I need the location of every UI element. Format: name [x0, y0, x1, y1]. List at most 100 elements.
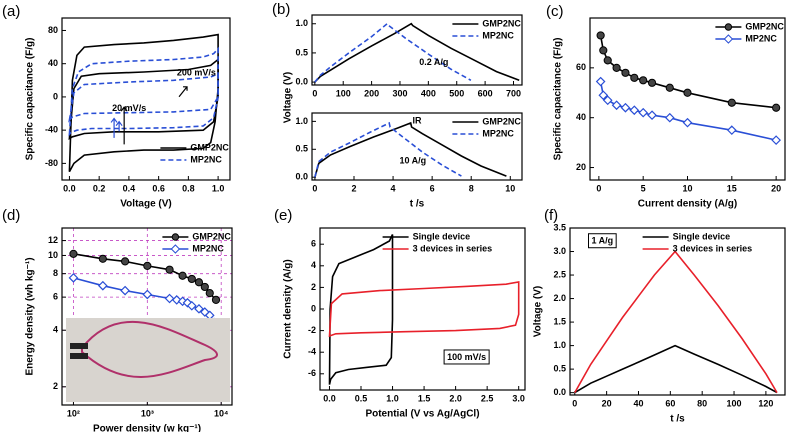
y-tick-label: 0.0	[553, 387, 566, 397]
point	[595, 76, 606, 87]
y-tick-label: 0	[53, 91, 58, 101]
y-axis-label: Specific capacitance (F/g)	[25, 38, 36, 161]
x-tick-label: 1.0	[386, 393, 399, 403]
x-tick-label: 10⁴	[214, 408, 228, 418]
panel-label: (e)	[274, 207, 292, 224]
legend-label: GMP2NC	[745, 21, 784, 31]
panel-label: (c)	[546, 3, 564, 20]
x-tick-label: 0	[312, 183, 317, 193]
point	[639, 76, 648, 85]
point	[683, 88, 692, 97]
x-tick-label: 0.5	[355, 393, 368, 403]
photo-inset	[66, 318, 230, 402]
plot-frame	[569, 227, 786, 396]
x-tick-label: 40	[633, 398, 643, 408]
y-tick-label: 6	[53, 292, 58, 302]
annotation: 200 mV/s	[177, 67, 216, 77]
y-tick-label: 2.5	[553, 269, 566, 279]
x-tick-label: 0.0	[323, 393, 336, 403]
photo-clip	[70, 343, 88, 349]
point	[771, 135, 781, 145]
legend-label: GMP2NC	[482, 18, 521, 28]
plot-frame	[311, 112, 523, 181]
arrow	[110, 117, 118, 138]
point	[211, 295, 221, 305]
y-tick-label: 4	[53, 325, 58, 335]
y-tick-label: 0.0	[295, 172, 308, 182]
panel-label: (a)	[2, 3, 20, 20]
y-tick-label: -6	[308, 368, 316, 378]
y-tick-label: 40	[576, 112, 586, 122]
legend-marker	[723, 34, 734, 44]
x-tick-label: 1.0	[212, 183, 225, 193]
legend-marker	[724, 23, 733, 31]
y-tick-label: 2	[311, 282, 316, 292]
legend-label: MP2NC	[482, 128, 514, 138]
x-tick-label: 200	[364, 88, 379, 98]
y-tick-label: -40	[45, 125, 58, 135]
x-tick-label: 1.5	[418, 393, 431, 403]
x-tick-label: 100	[727, 398, 742, 408]
y-tick-label: 80	[48, 25, 58, 35]
y-axis-label: Voltage (V)	[533, 286, 544, 337]
point	[665, 83, 674, 92]
point	[178, 271, 187, 280]
series-line	[68, 72, 219, 123]
x-tick-label: 3.0	[512, 393, 525, 403]
series-line	[314, 22, 520, 83]
y-tick-label: 1.0	[553, 340, 566, 350]
annotation: 0.2 A/g	[419, 57, 448, 67]
series-line	[574, 344, 778, 394]
point	[629, 105, 640, 116]
x-tick-label: 15	[727, 183, 737, 193]
annotation: 20 mV/s	[112, 103, 146, 113]
annotation-box	[443, 349, 490, 365]
point	[142, 289, 153, 300]
point	[727, 98, 736, 107]
y-axis-label: Specific capacitance (F/g)	[553, 38, 564, 161]
point	[97, 280, 108, 291]
point	[664, 112, 675, 123]
x-tick-label: 0.4	[123, 183, 136, 193]
legend-marker	[170, 244, 181, 254]
x-tick-label: 20	[771, 183, 781, 193]
point	[647, 78, 657, 87]
y-tick-label: 0	[311, 303, 316, 313]
point	[182, 297, 193, 308]
legend-marker	[171, 233, 180, 241]
photo-clip	[70, 353, 88, 359]
panel-label: (d)	[2, 207, 20, 224]
annotation: 10 A/g	[399, 156, 426, 166]
legend-label: MP2NC	[190, 154, 222, 164]
annotation-box	[588, 233, 617, 249]
annotation: IR	[413, 115, 423, 125]
point	[186, 300, 197, 311]
legend-label: MP2NC	[482, 30, 514, 40]
x-tick-label: 6	[430, 183, 435, 193]
point	[98, 254, 107, 263]
legend-label: Single device	[413, 231, 471, 241]
x-tick-label: 10	[505, 183, 515, 193]
point	[120, 285, 130, 296]
arrow	[178, 86, 188, 98]
point	[120, 257, 130, 266]
plot-frame	[311, 14, 523, 86]
y-tick-label: 1.0	[295, 116, 308, 126]
point	[621, 68, 630, 77]
photo-wire	[81, 320, 218, 378]
legend-label: GMP2NC	[190, 142, 229, 152]
point	[68, 273, 79, 283]
series-line	[328, 234, 394, 385]
point	[630, 73, 639, 82]
y-tick-label: 2	[53, 381, 58, 391]
point	[200, 282, 209, 292]
x-tick-label: 0	[572, 398, 577, 408]
y-axis-label: Energy density (wh kg⁻¹)	[25, 257, 36, 375]
y-tick-label: 0.5	[295, 144, 308, 154]
point	[143, 261, 152, 270]
panel-label: (f)	[544, 207, 558, 224]
point	[165, 265, 174, 274]
y-tick-label: -2	[308, 325, 316, 335]
x-tick-label: 100	[336, 88, 351, 98]
